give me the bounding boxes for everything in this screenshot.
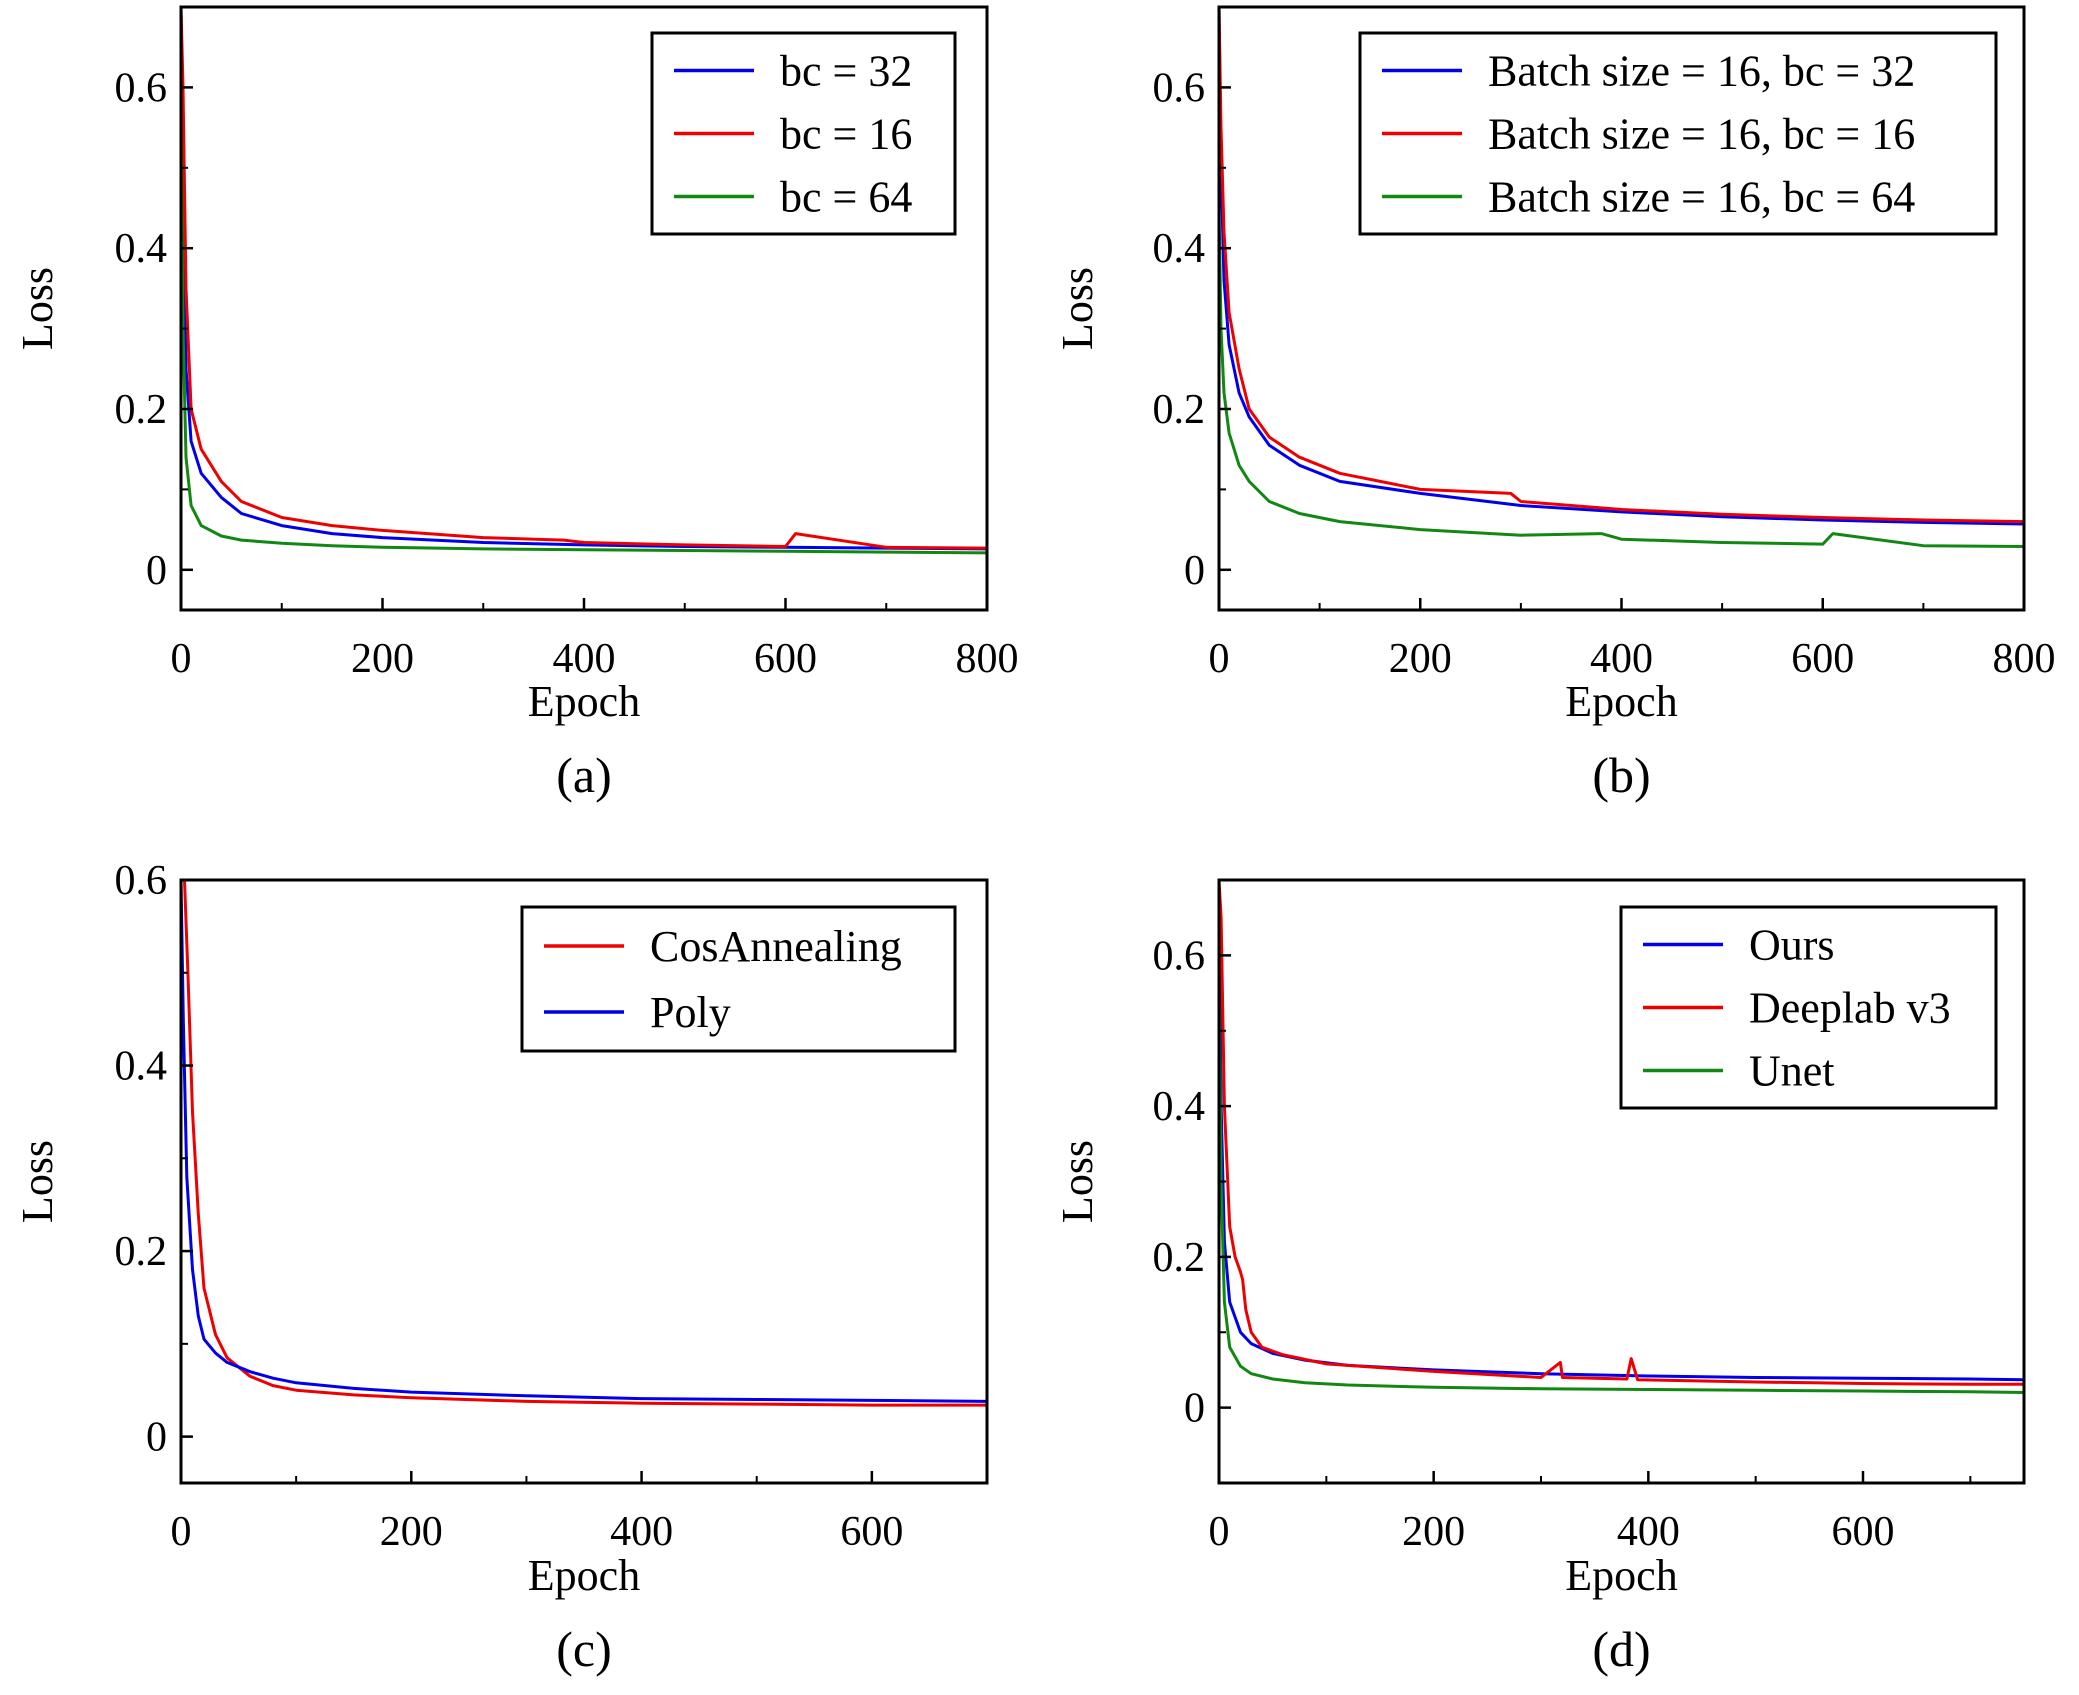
y-tick-label: 0 <box>146 1415 167 1461</box>
x-tick-label: 800 <box>956 636 1019 682</box>
legend-label: CosAnnealing <box>650 922 902 971</box>
x-axis-title: Epoch <box>1565 677 1677 726</box>
y-tick-label: 0.2 <box>115 1229 168 1275</box>
legend-label: Batch size = 16, bc = 64 <box>1488 173 1915 222</box>
x-tick-label: 0 <box>1209 1509 1230 1555</box>
legend-label: Deeplab v3 <box>1749 984 1951 1033</box>
legend-box <box>1358 31 1998 236</box>
series-line <box>1219 977 2024 1394</box>
panel-caption: (a) <box>556 747 612 803</box>
y-tick-label: 0.4 <box>1153 226 1206 272</box>
x-tick-label: 600 <box>840 1509 903 1555</box>
legend-label: Batch size = 16, bc = 32 <box>1488 47 1915 96</box>
panel-caption: (d) <box>1592 1621 1650 1677</box>
y-tick-label: 0.6 <box>1153 65 1206 111</box>
y-tick-label: 0.4 <box>1153 1084 1206 1130</box>
legend-label: Batch size = 16, bc = 16 <box>1488 110 1915 159</box>
chart-panel: 0 200 400 600 800 0 0.2 0.4 0.6 Epoch Loss (b) Batch… <box>1053 5 2056 803</box>
y-tick-label: 0.6 <box>115 65 168 111</box>
y-tick-label: 0 <box>1184 1386 1205 1432</box>
y-axis-title: Loss <box>13 1140 62 1223</box>
y-tick-label: 0.4 <box>115 1044 168 1090</box>
x-tick-label: 400 <box>610 1509 673 1555</box>
x-axis-title: Epoch <box>528 1551 640 1600</box>
series-line <box>181 111 987 555</box>
series-group <box>1219 7 2024 548</box>
x-tick-label: 400 <box>553 636 616 682</box>
x-tick-label: 400 <box>1590 636 1653 682</box>
x-tick-label: 800 <box>1993 636 2056 682</box>
legend-box <box>520 905 957 1053</box>
legend: bc = 32 bc = 16 bc = 64 <box>650 31 957 236</box>
y-tick-label: 0.2 <box>1153 1235 1206 1281</box>
series-line <box>1219 7 2024 524</box>
y-tick-label: 0 <box>1184 548 1205 594</box>
x-tick-label: 600 <box>754 636 817 682</box>
panel-caption: (c) <box>556 1621 612 1677</box>
series-group <box>181 7 987 555</box>
x-tick-label: 0 <box>171 636 192 682</box>
series-line <box>181 880 987 1403</box>
legend-label: bc = 32 <box>780 47 912 96</box>
y-tick-label: 0.4 <box>115 226 168 272</box>
x-axis-title: Epoch <box>1565 1551 1677 1600</box>
x-tick-label: 200 <box>380 1509 443 1555</box>
x-tick-label: 400 <box>1617 1509 1680 1555</box>
chart-panel: 0 200 400 600 0 0.2 0.4 0.6 Epoch Loss (c) CosAnnea… <box>13 858 989 1677</box>
legend-label: Ours <box>1749 921 1835 970</box>
x-tick-label: 0 <box>171 1509 192 1555</box>
legend: Batch size = 16, bc = 32 Batch size = 16,… <box>1358 31 1998 236</box>
series-line <box>1219 880 2024 1386</box>
series-line <box>181 880 987 1407</box>
y-axis-title: Loss <box>1053 267 1102 350</box>
chart-panel: 0 200 400 600 800 0 0.2 0.4 0.6 Epoch Loss (a) bc = … <box>13 5 1019 803</box>
series-line <box>1219 7 2024 526</box>
legend-label: bc = 16 <box>780 110 912 159</box>
y-axis-title: Loss <box>13 267 62 350</box>
x-tick-label: 600 <box>1832 1509 1895 1555</box>
chart-panel: 0 200 400 600 0 0.2 0.4 0.6 Epoch Loss (d) Ours Deep… <box>1053 878 2026 1677</box>
y-tick-label: 0.6 <box>115 858 168 904</box>
x-tick-label: 200 <box>1402 1509 1465 1555</box>
legend: Ours Deeplab v3 Unet <box>1619 905 1998 1110</box>
legend-label: bc = 64 <box>780 173 912 222</box>
legend: CosAnnealing Poly <box>520 905 957 1053</box>
x-axis-title: Epoch <box>528 677 640 726</box>
y-tick-label: 0.2 <box>115 387 168 433</box>
legend-label: Poly <box>650 988 731 1037</box>
x-tick-label: 0 <box>1209 636 1230 682</box>
series-group <box>1219 880 2024 1394</box>
y-tick-label: 0 <box>146 548 167 594</box>
y-axis-title: Loss <box>1053 1140 1102 1223</box>
y-tick-label: 0.2 <box>1153 387 1206 433</box>
plot-frame <box>179 878 989 1485</box>
series-line <box>181 7 987 550</box>
x-tick-label: 600 <box>1791 636 1854 682</box>
legend-label: Unet <box>1749 1047 1835 1096</box>
x-tick-label: 200 <box>351 636 414 682</box>
panel-caption: (b) <box>1592 747 1650 803</box>
series-line <box>1219 207 2024 548</box>
series-group <box>181 880 987 1407</box>
x-tick-label: 200 <box>1389 636 1452 682</box>
y-tick-label: 0.6 <box>1153 933 1206 979</box>
